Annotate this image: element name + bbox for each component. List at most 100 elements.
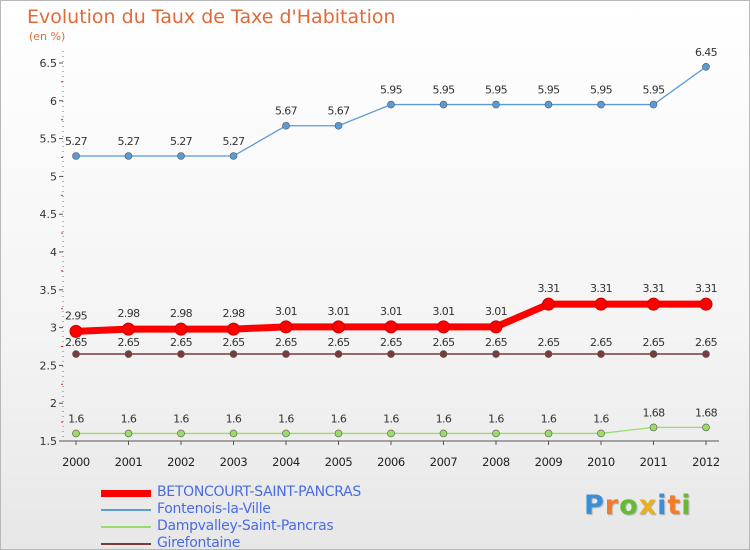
data-label-girefontaine: 2.65 [275, 336, 298, 349]
data-point-betoncourt-saint-pancras [647, 297, 660, 311]
data-point-girefontaine [72, 350, 80, 358]
data-point-girefontaine [124, 350, 133, 358]
data-label-girefontaine: 2.65 [537, 336, 560, 349]
data-point-dampvalley-saint-pancras [702, 423, 710, 432]
data-point-betoncourt-saint-pancras [227, 322, 240, 336]
data-label-dampvalley-saint-pancras: 1.68 [642, 406, 665, 419]
data-label-betoncourt-saint-pancras: 2.98 [117, 307, 140, 320]
x-tick-label: 2002 [167, 455, 195, 469]
data-point-betoncourt-saint-pancras [489, 320, 503, 334]
data-label-girefontaine: 2.65 [590, 336, 613, 349]
legend-label: Fontenois-la-Ville [157, 501, 271, 517]
data-point-fontenois-la-ville [334, 121, 343, 130]
data-label-betoncourt-saint-pancras: 3.31 [642, 282, 664, 295]
data-point-dampvalley-saint-pancras [387, 429, 395, 438]
logo-letter: i [681, 490, 692, 521]
data-point-dampvalley-saint-pancras [439, 429, 448, 438]
data-point-betoncourt-saint-pancras [542, 297, 555, 311]
data-point-girefontaine [387, 350, 395, 358]
y-tick-label: 4.5 [40, 208, 58, 221]
data-label-girefontaine: 2.65 [695, 336, 718, 349]
data-label-dampvalley-saint-pancras: 1.6 [278, 412, 294, 425]
logo-letter: r [604, 490, 620, 521]
data-label-betoncourt-saint-pancras: 3.01 [327, 305, 349, 318]
data-point-betoncourt-saint-pancras [437, 320, 450, 334]
data-label-dampvalley-saint-pancras: 1.6 [121, 412, 137, 425]
x-tick-label: 2007 [430, 455, 458, 469]
data-point-betoncourt-saint-pancras [384, 320, 398, 334]
data-label-dampvalley-saint-pancras: 1.6 [436, 412, 452, 425]
x-tick-label: 2011 [640, 455, 668, 469]
legend-swatch [101, 489, 151, 497]
data-label-girefontaine: 2.65 [222, 336, 245, 349]
legend-swatch [101, 543, 151, 545]
data-label-fontenois-la-ville: 5.27 [170, 135, 193, 148]
data-point-fontenois-la-ville [72, 152, 80, 160]
x-tick-label: 2010 [587, 455, 615, 469]
data-point-fontenois-la-ville [282, 121, 290, 130]
data-label-betoncourt-saint-pancras: 3.31 [537, 282, 559, 295]
x-tick-label: 2006 [377, 455, 405, 469]
data-label-betoncourt-saint-pancras: 2.95 [65, 309, 88, 322]
data-point-dampvalley-saint-pancras [177, 429, 185, 438]
legend-label: Dampvalley-Saint-Pancras [157, 518, 334, 534]
data-label-fontenois-la-ville: 6.45 [695, 46, 718, 59]
data-label-dampvalley-saint-pancras: 1.6 [173, 412, 189, 425]
data-label-girefontaine: 2.65 [642, 336, 665, 349]
data-label-dampvalley-saint-pancras: 1.6 [488, 412, 504, 425]
data-point-dampvalley-saint-pancras [334, 429, 343, 438]
y-tick-label: 3 [50, 322, 57, 335]
data-point-betoncourt-saint-pancras [699, 297, 713, 311]
data-label-girefontaine: 2.65 [327, 336, 350, 349]
legend-label: Girefontaine [157, 535, 241, 550]
y-tick-label: 6 [50, 95, 57, 108]
data-label-betoncourt-saint-pancras: 3.01 [432, 305, 454, 318]
logo-letter: t [667, 490, 682, 521]
data-point-fontenois-la-ville [387, 100, 395, 109]
logo-letter: o [619, 490, 639, 521]
proxiti-logo: Proxiti [584, 490, 692, 521]
data-label-dampvalley-saint-pancras: 1.6 [541, 412, 557, 425]
data-point-girefontaine [702, 350, 710, 358]
y-tick-label: 5 [50, 170, 57, 183]
data-label-dampvalley-saint-pancras: 1.68 [695, 406, 718, 419]
data-label-fontenois-la-ville: 5.95 [537, 84, 560, 97]
data-label-fontenois-la-ville: 5.67 [327, 105, 350, 118]
data-point-dampvalley-saint-pancras [282, 429, 290, 438]
y-tick-label: 6.5 [40, 57, 58, 70]
legend-swatch [101, 526, 151, 528]
data-label-betoncourt-saint-pancras: 3.01 [380, 305, 402, 318]
chart-title: Evolution du Taux de Taxe d'Habitation [27, 6, 396, 28]
data-point-dampvalley-saint-pancras [597, 429, 605, 438]
data-label-fontenois-la-ville: 5.67 [275, 105, 298, 118]
data-label-girefontaine: 2.65 [170, 336, 193, 349]
data-label-fontenois-la-ville: 5.95 [380, 84, 403, 97]
data-point-fontenois-la-ville [124, 152, 133, 160]
data-point-fontenois-la-ville [177, 152, 185, 160]
legend-label: BETONCOURT-SAINT-PANCRAS [157, 484, 362, 500]
data-point-fontenois-la-ville [544, 100, 553, 109]
x-tick-label: 2001 [115, 455, 143, 469]
data-label-betoncourt-saint-pancras: 2.98 [170, 307, 193, 320]
y-tick-label: 1.5 [40, 435, 58, 448]
data-label-fontenois-la-ville: 5.95 [642, 84, 665, 97]
data-point-girefontaine [492, 350, 500, 358]
data-point-girefontaine [597, 350, 605, 358]
x-tick-label: 2004 [272, 455, 300, 469]
data-label-dampvalley-saint-pancras: 1.6 [331, 412, 347, 425]
data-point-girefontaine [229, 350, 238, 358]
data-point-betoncourt-saint-pancras [69, 324, 83, 338]
data-label-fontenois-la-ville: 5.27 [117, 135, 140, 148]
data-label-fontenois-la-ville: 5.95 [432, 84, 455, 97]
data-label-fontenois-la-ville: 5.27 [222, 135, 245, 148]
y-tick-label: 2 [50, 397, 57, 410]
data-point-girefontaine [334, 350, 343, 358]
data-label-girefontaine: 2.65 [485, 336, 508, 349]
data-point-dampvalley-saint-pancras [124, 429, 133, 438]
data-point-betoncourt-saint-pancras [594, 297, 608, 311]
data-label-betoncourt-saint-pancras: 3.31 [695, 282, 717, 295]
data-point-fontenois-la-ville [702, 62, 710, 71]
